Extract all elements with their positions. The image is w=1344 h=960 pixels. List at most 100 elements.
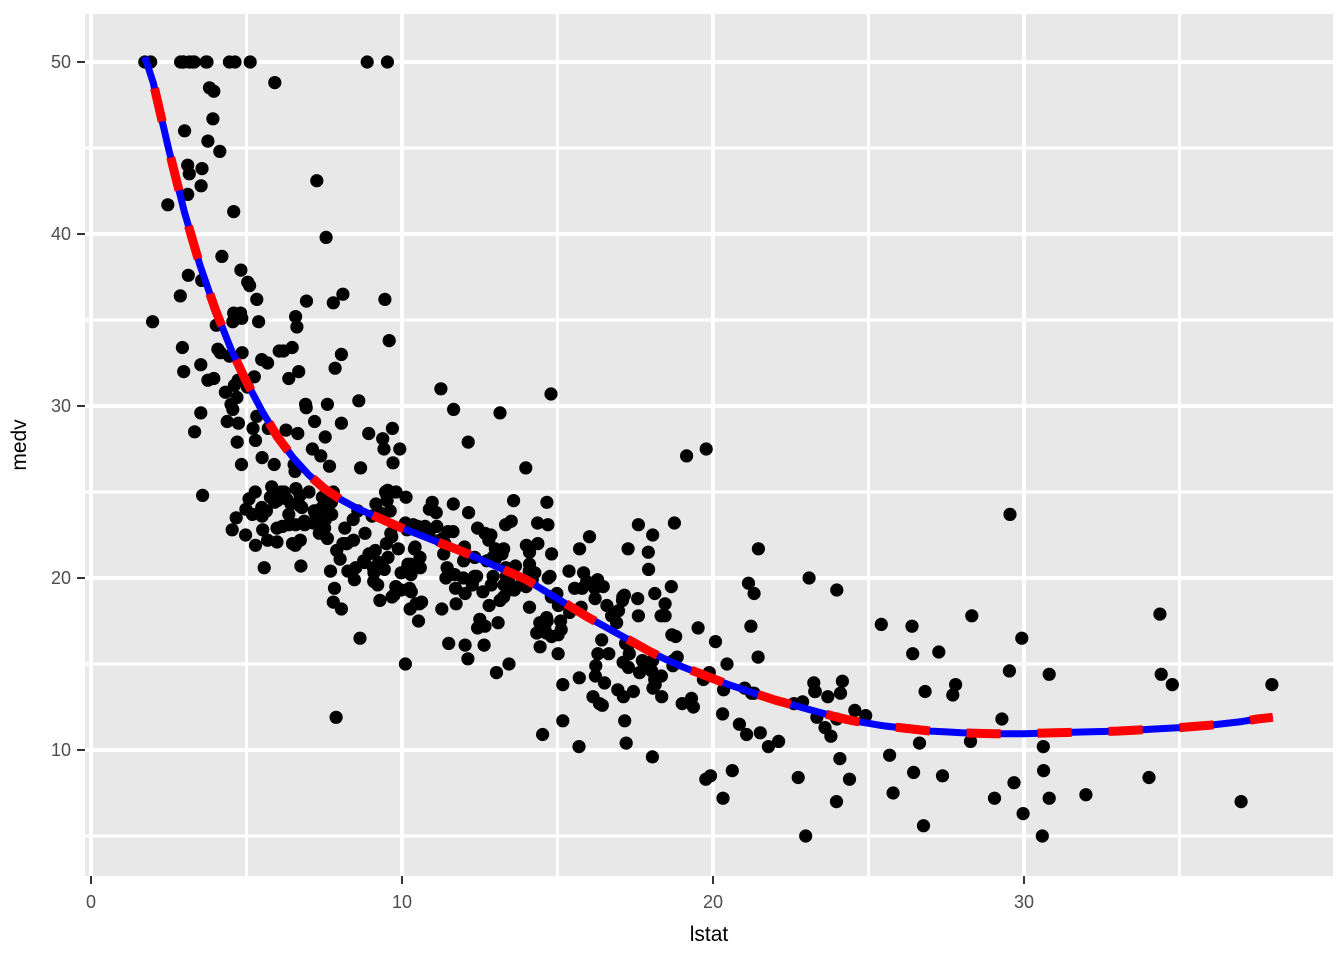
data-point <box>595 633 609 647</box>
data-point <box>310 174 324 188</box>
data-point <box>229 511 243 525</box>
data-point <box>334 416 348 430</box>
data-point <box>772 734 786 749</box>
data-point <box>1142 770 1156 785</box>
data-point <box>401 557 415 571</box>
data-point <box>502 657 516 671</box>
data-point <box>949 678 963 692</box>
data-point <box>716 707 730 721</box>
data-point <box>404 585 418 599</box>
data-point <box>380 488 394 502</box>
data-point <box>740 727 754 742</box>
data-point <box>665 628 679 642</box>
data-point <box>691 621 705 635</box>
data-point <box>213 144 227 158</box>
data-point <box>654 609 668 623</box>
data-point <box>493 406 507 420</box>
data-point <box>573 542 587 556</box>
data-point <box>716 791 730 805</box>
data-point <box>175 340 189 355</box>
x-tick-label: 30 <box>1014 892 1034 912</box>
data-point <box>412 597 426 611</box>
data-point <box>611 683 625 697</box>
data-point <box>279 423 293 437</box>
data-point <box>291 426 305 441</box>
data-point <box>386 456 400 470</box>
y-axis-title: medv <box>8 419 31 471</box>
data-point <box>282 371 296 386</box>
data-point <box>1042 791 1056 805</box>
data-point <box>753 726 767 740</box>
data-point <box>227 205 241 219</box>
x-axis-title: lstat <box>690 923 729 946</box>
data-point <box>458 638 472 652</box>
data-point <box>886 786 900 800</box>
data-point <box>664 580 678 594</box>
data-point <box>178 124 192 138</box>
y-tick-label: 50 <box>51 52 71 72</box>
data-point <box>699 772 713 786</box>
data-point <box>285 537 300 551</box>
data-point <box>333 552 347 566</box>
data-point <box>482 598 496 613</box>
data-point <box>399 490 413 504</box>
data-point <box>551 647 565 661</box>
data-point <box>1165 678 1179 692</box>
data-point <box>874 617 888 632</box>
data-point <box>493 593 507 608</box>
data-point <box>833 686 848 700</box>
data-point <box>645 750 660 764</box>
data-point <box>645 664 659 678</box>
data-point <box>556 714 570 728</box>
data-point <box>631 609 646 623</box>
data-point <box>642 562 656 577</box>
data-point <box>448 581 463 595</box>
data-point <box>595 698 609 712</box>
data-point <box>478 526 492 540</box>
data-point <box>720 657 734 671</box>
data-point <box>404 568 418 582</box>
data-point <box>434 382 448 396</box>
data-point <box>484 578 498 592</box>
data-point <box>658 597 672 611</box>
data-point <box>554 614 568 628</box>
data-point <box>905 619 919 633</box>
data-point <box>398 657 412 671</box>
data-point <box>439 571 453 585</box>
data-point <box>477 638 491 652</box>
data-point <box>282 507 296 521</box>
data-point <box>680 449 694 463</box>
data-point <box>916 819 931 833</box>
data-point <box>648 586 662 601</box>
data-point <box>519 538 534 552</box>
data-point <box>522 600 537 614</box>
data-point <box>382 334 396 348</box>
data-point <box>181 268 195 282</box>
data-point <box>307 504 321 518</box>
data-point <box>285 340 299 355</box>
data-point <box>182 167 196 181</box>
data-point <box>255 451 269 465</box>
data-point <box>572 671 586 685</box>
y-tick-label: 30 <box>51 396 71 416</box>
y-axis: 10 20 30 40 50 <box>51 52 85 760</box>
data-point <box>589 659 603 673</box>
data-point <box>821 690 835 704</box>
data-point <box>318 430 332 444</box>
data-point <box>761 740 776 754</box>
data-point <box>161 198 175 212</box>
data-point <box>327 581 342 595</box>
data-point <box>580 574 594 589</box>
data-point <box>256 523 270 537</box>
data-point <box>246 421 260 435</box>
data-point <box>533 640 547 654</box>
data-point <box>376 432 390 446</box>
x-tick-label: 0 <box>86 892 96 912</box>
data-point <box>1042 667 1056 681</box>
data-point <box>442 636 456 651</box>
data-point <box>912 736 927 750</box>
data-point <box>655 690 669 704</box>
data-point <box>257 561 271 575</box>
data-point <box>699 442 713 456</box>
data-point <box>1154 667 1168 681</box>
